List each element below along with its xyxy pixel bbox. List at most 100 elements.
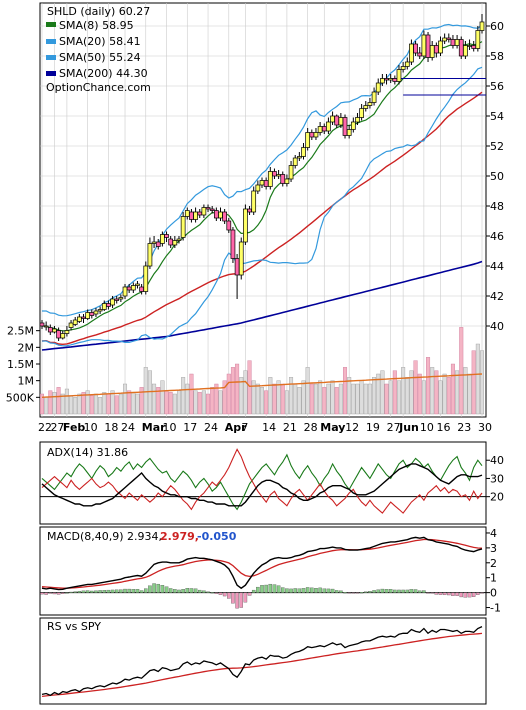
volume-bar	[193, 390, 198, 415]
price-tick-label-52: 52	[490, 140, 504, 153]
candle-up	[147, 243, 153, 267]
macd-histogram-bar	[44, 592, 48, 595]
macd-histogram-bar	[413, 589, 418, 593]
macd-histogram-bar	[218, 592, 223, 595]
x-tick-label: 16	[436, 421, 450, 434]
macd-histogram-bar	[231, 592, 235, 604]
volume-bar	[309, 383, 314, 415]
x-tick-label: 18	[104, 421, 118, 434]
macd-histogram-bar	[305, 587, 310, 593]
macd-histogram-bar	[193, 588, 198, 593]
candle-down	[433, 45, 439, 54]
macd-histogram-bar	[310, 587, 314, 593]
volume-bar	[131, 392, 136, 415]
x-tick-label: 27	[50, 421, 64, 434]
candle-down	[263, 180, 269, 187]
macd-histogram-bar	[471, 592, 476, 597]
candle-up	[404, 61, 410, 67]
volume-bar	[114, 395, 119, 415]
macd-histogram-bar	[127, 588, 131, 593]
macd-histogram-bar	[272, 584, 277, 593]
bollinger-upper-line	[42, 23, 483, 317]
volume-bar	[268, 377, 273, 415]
adx-panel	[39, 441, 487, 525]
legend-sma8: SMA(8) 58.95	[59, 19, 134, 32]
candle-down	[189, 211, 194, 220]
volume-bar	[251, 380, 256, 415]
volume-bar	[372, 377, 377, 415]
candle-up	[305, 132, 311, 148]
macd-histogram-bar	[388, 589, 393, 593]
volume-bar	[106, 393, 111, 415]
candle-down	[392, 78, 398, 82]
macd-histogram-bar	[347, 592, 351, 594]
volume-bar	[160, 380, 165, 415]
x-tick-label: 22	[38, 421, 52, 434]
volume-bar	[185, 383, 190, 415]
x-tick-label: 19	[366, 421, 380, 434]
candle-down	[342, 117, 348, 136]
x-tick-label: 23	[457, 421, 471, 434]
candle-up	[326, 121, 331, 132]
macd-histogram-bar	[61, 592, 65, 594]
candle-up	[259, 180, 265, 186]
macd-histogram-bar	[314, 588, 318, 593]
adx-line	[41, 463, 483, 507]
candle-up	[97, 309, 103, 312]
macd-histogram-bar	[368, 591, 372, 593]
macd-histogram-bar	[243, 592, 248, 603]
candle-down	[321, 126, 327, 132]
volume-bar	[255, 383, 260, 415]
macd-histogram-bar	[351, 592, 356, 594]
macd-histogram-bar	[81, 590, 86, 593]
rs-label: RS vs SPY	[47, 620, 101, 633]
volume-bar	[127, 390, 132, 415]
macd-histogram-bar	[114, 589, 119, 593]
volume-bar	[189, 373, 194, 415]
x-tick-label: Feb	[63, 421, 86, 434]
volume-bar	[367, 383, 372, 415]
chart-title: SHLD (daily) 60.27	[47, 5, 150, 18]
x-tick-label: Apr	[225, 421, 247, 434]
volume-bar	[326, 383, 331, 415]
candle-down	[114, 298, 120, 301]
macd-histogram-bar	[318, 587, 322, 593]
candle-up	[475, 30, 481, 49]
macd-marks: 4 3 2 1 0 -1	[40, 527, 501, 615]
volume-average-line	[41, 373, 483, 398]
candle-up	[350, 121, 356, 130]
candle-down	[458, 39, 464, 57]
volume-bar	[168, 392, 173, 415]
candle-up	[180, 216, 186, 238]
volume-bar	[156, 387, 161, 415]
macd-histogram-bar	[285, 588, 289, 593]
macd-histogram-bar	[409, 589, 414, 593]
volume-bar	[413, 360, 418, 415]
volume-tick-label: 1.5M	[7, 358, 34, 371]
candle-down	[450, 39, 456, 46]
volume-bar	[401, 367, 406, 415]
volume-bar	[152, 383, 157, 415]
volume-bar	[243, 370, 248, 415]
candle-up	[400, 66, 406, 70]
candle-up	[201, 207, 207, 216]
volume-bar	[421, 380, 426, 415]
macd-histogram-bar	[476, 592, 480, 595]
bollinger-lower-line	[42, 66, 483, 347]
candle-up	[297, 156, 302, 159]
volume-bar	[181, 377, 186, 415]
rs-moving-average-line	[41, 632, 483, 698]
candle-down	[425, 34, 431, 58]
candle-up	[479, 21, 485, 31]
macd-histogram-bar	[222, 592, 227, 597]
candle-down	[334, 115, 340, 126]
macd-histogram-bar	[355, 592, 360, 594]
macd-histogram-bar	[173, 589, 177, 593]
volume-bar	[73, 397, 78, 415]
volume-bar	[359, 380, 364, 415]
volume-bar	[226, 373, 231, 415]
macd-legend: MACD(8,40,9) 2.934, 2.979, -0.050	[47, 530, 237, 543]
volume-bar	[392, 370, 397, 415]
volume-bar	[334, 387, 339, 415]
macd-histogram-bar	[260, 585, 264, 593]
